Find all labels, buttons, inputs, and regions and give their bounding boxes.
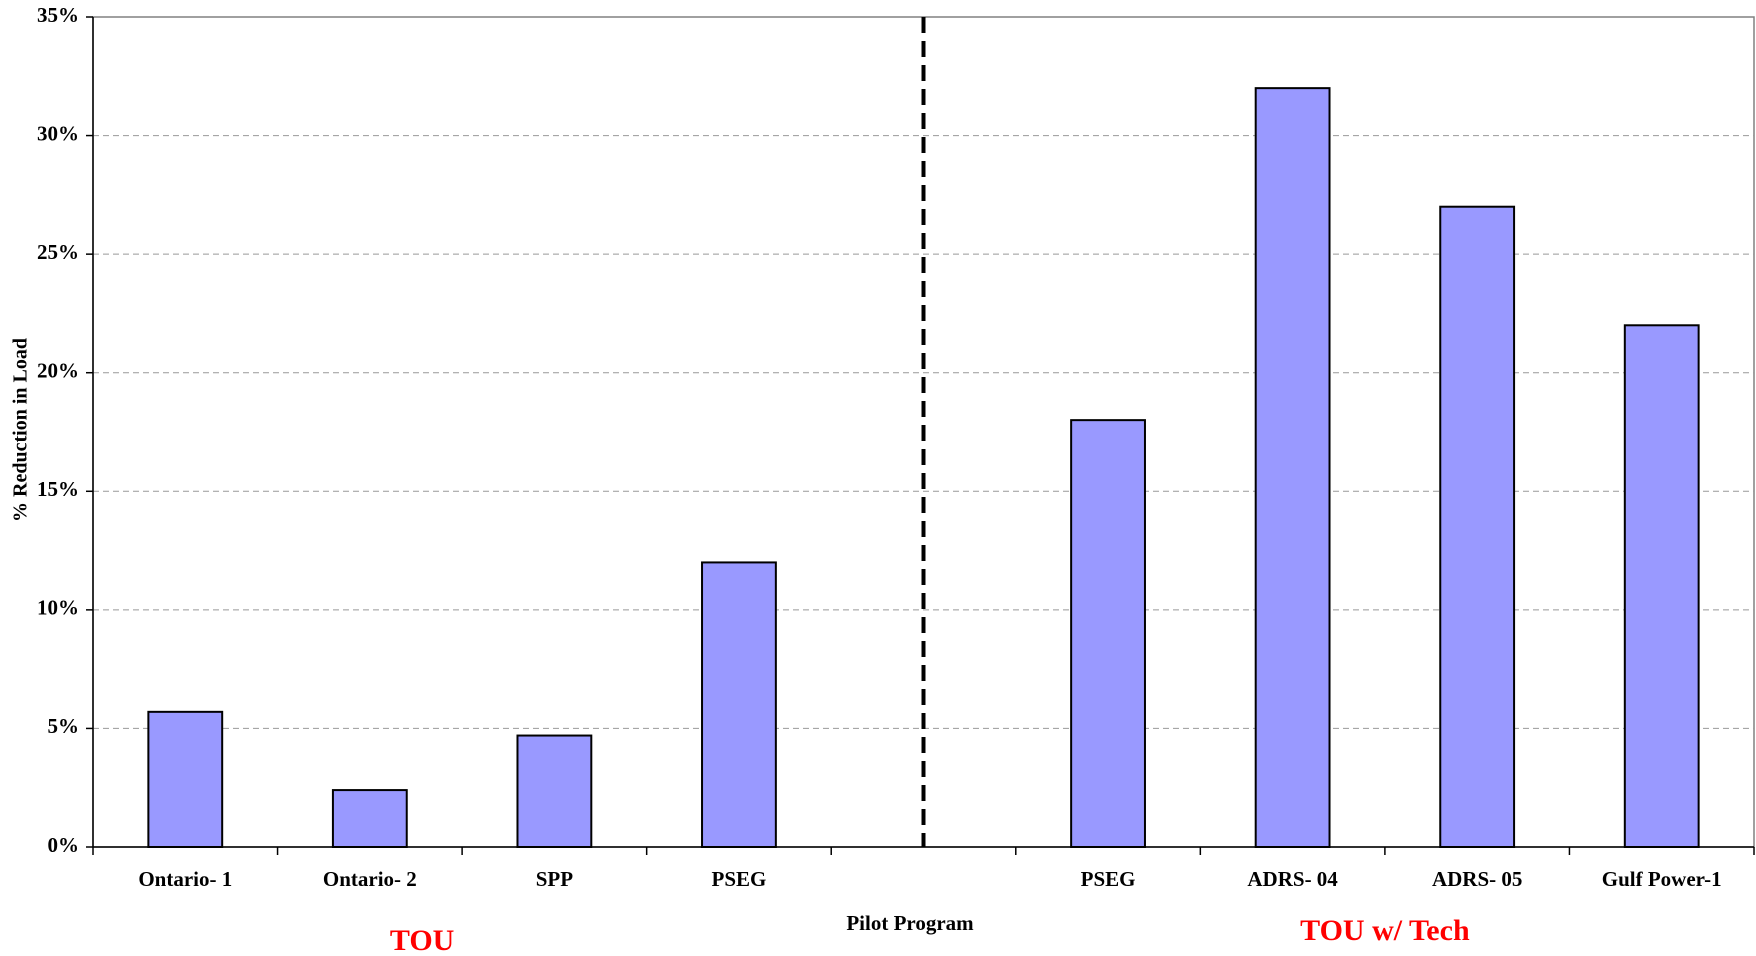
bar [516,734,593,848]
x-tick-label: ADRS- 05 [1432,867,1522,891]
y-axis-label: % Reduction in Load [10,338,32,522]
x-tick-label: Gulf Power-1 [1602,867,1722,891]
y-tick-label: 35% [37,3,79,27]
x-tick-label: PSEG [1081,867,1136,891]
y-tick-label: 15% [37,477,79,501]
bar [701,561,777,849]
bar [1439,205,1516,848]
x-tick-label: ADRS- 04 [1247,867,1338,891]
x-axis-label: Pilot Program [846,911,974,935]
y-tick-label: 5% [48,714,80,738]
bar [1254,87,1331,848]
y-tick-label: 10% [37,596,79,620]
group-label: TOU w/ Tech [1300,914,1470,947]
x-tick-label: Ontario- 1 [138,867,232,891]
bar [1623,324,1700,848]
bar [331,789,408,848]
x-tick-label: Ontario- 2 [323,867,417,891]
x-tick-label: SPP [536,867,574,891]
bar [1070,419,1146,848]
group-label: TOU [390,924,454,956]
bar [147,710,224,848]
y-tick-label: 20% [37,359,79,383]
y-tick-label: 25% [37,240,79,264]
y-tick-label: 30% [37,121,79,145]
y-tick-label: 0% [48,833,80,857]
x-tick-label: PSEG [712,867,767,891]
